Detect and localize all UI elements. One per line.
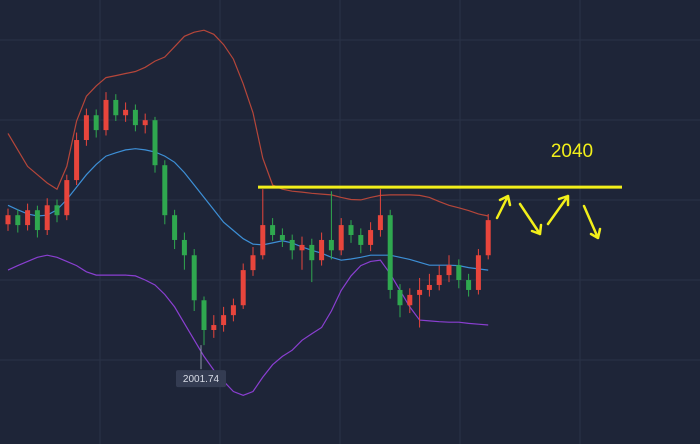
candle-body xyxy=(201,300,207,331)
candle-body xyxy=(348,225,354,236)
candle-body xyxy=(309,244,315,261)
candle-body xyxy=(436,275,442,285)
candle-body xyxy=(368,230,374,245)
candle-body xyxy=(74,140,80,181)
candle-body xyxy=(221,315,227,326)
candle-body xyxy=(328,239,334,251)
candle-body xyxy=(289,239,295,251)
candle-body xyxy=(260,225,266,256)
candle-body xyxy=(270,225,276,236)
low-label-box xyxy=(176,370,226,388)
candle-body xyxy=(152,120,158,166)
candle-body xyxy=(456,265,462,281)
candle-body xyxy=(230,305,236,316)
candle-body xyxy=(485,220,491,256)
candle-body xyxy=(299,244,305,251)
candle-body xyxy=(123,109,129,116)
plot-area xyxy=(5,29,491,396)
candle-body xyxy=(426,284,432,290)
candle-body xyxy=(5,215,11,225)
candle-body xyxy=(377,215,383,231)
candle-body xyxy=(103,99,109,131)
candle-body xyxy=(25,210,31,226)
candle-body xyxy=(172,215,178,240)
candle-body xyxy=(83,115,89,141)
candle-body xyxy=(64,180,70,216)
candle-body xyxy=(446,265,452,276)
candle-body xyxy=(54,205,60,216)
candle-body xyxy=(113,99,119,116)
resistance-label: 2040 xyxy=(551,141,593,162)
low-label: 2001.74 xyxy=(183,374,220,385)
candle-body xyxy=(397,289,403,306)
candle-body xyxy=(162,165,168,216)
candle-body xyxy=(181,239,187,256)
candle-body xyxy=(132,109,138,126)
candle-body xyxy=(15,215,21,226)
candle-body xyxy=(93,115,99,131)
indicator-line xyxy=(7,29,489,217)
candle-body xyxy=(191,255,197,301)
candle-body xyxy=(466,280,472,290)
candle-body xyxy=(387,215,393,290)
candle-body xyxy=(34,210,40,231)
candle-body xyxy=(142,120,148,126)
candle-body xyxy=(319,239,325,261)
candle-body xyxy=(407,294,413,306)
forecast-arrows xyxy=(495,194,602,240)
candle-body xyxy=(338,225,344,251)
candle-body xyxy=(358,235,364,245)
candle-body xyxy=(211,325,217,331)
candle-body xyxy=(240,270,246,306)
candle-body xyxy=(250,255,256,271)
candle-body xyxy=(44,205,50,231)
indicator-line xyxy=(7,148,489,271)
candle-body xyxy=(417,289,423,295)
candle-body xyxy=(475,255,481,290)
candle-body xyxy=(279,235,285,240)
